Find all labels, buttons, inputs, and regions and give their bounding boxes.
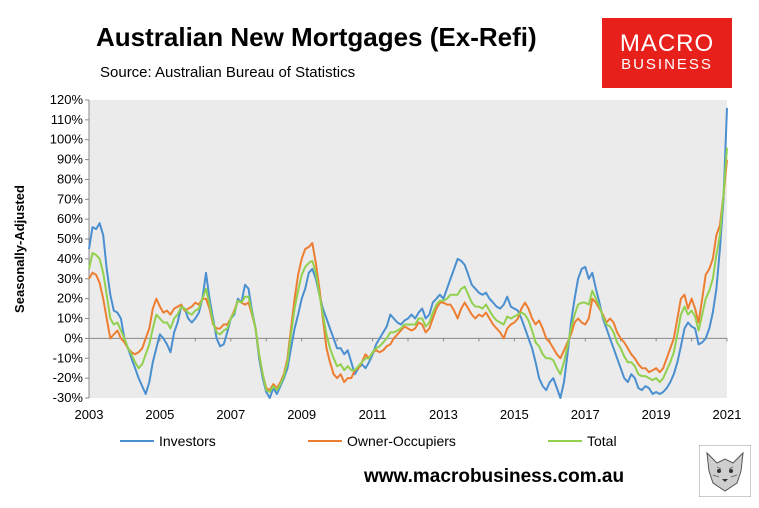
y-tick-label: 100%: [50, 132, 84, 147]
x-tick-label: 2007: [216, 407, 245, 422]
chart-title: Australian New Mortgages (Ex-Refi): [96, 22, 537, 52]
series-line-investors: [88, 107, 728, 399]
legend-label: Owner-Occupiers: [347, 433, 456, 449]
y-tick-label: 40%: [57, 251, 83, 266]
series-line-total: [88, 147, 728, 393]
x-tick-label: 2011: [359, 407, 387, 422]
x-tick-label: 2013: [429, 407, 458, 422]
series-line-owner-occupiers: [88, 159, 728, 392]
macrobusiness-logo: MACRO BUSINESS: [602, 18, 732, 88]
x-tick-label: 2021: [713, 407, 742, 422]
x-tick-label: 2019: [642, 407, 671, 422]
x-tick-label: 2009: [287, 407, 316, 422]
legend: Investors Owner-Occupiers Total: [120, 433, 617, 449]
y-tick-label: 80%: [57, 171, 83, 186]
y-tick-label: -20%: [53, 370, 84, 385]
x-axis: 2003 2005 2007 2009 2011 2013 2015 2017 2019 2021: [75, 338, 742, 422]
x-tick-label: 2005: [145, 407, 174, 422]
y-tick-label: 90%: [57, 152, 83, 167]
y-tick-label: 70%: [57, 191, 83, 206]
wolf-logo-icon: [699, 445, 751, 497]
legend-label: Total: [587, 433, 617, 449]
y-tick-label: 120%: [50, 92, 84, 107]
logo-line-macro: MACRO: [619, 30, 715, 57]
website-url: www.macrobusiness.com.au: [364, 466, 625, 487]
y-tick-label: 110%: [51, 112, 84, 127]
y-tick-label: -30%: [53, 390, 84, 405]
chart-source: Source: Australian Bureau of Statistics: [100, 64, 356, 81]
x-tick-label: 2015: [500, 407, 529, 422]
y-axis-label: Seasonally-Adjusted: [12, 185, 27, 313]
x-tick-label: 2017: [571, 407, 600, 422]
legend-label: Investors: [159, 433, 216, 449]
y-tick-label: -10%: [53, 350, 84, 365]
logo-line-business: BUSINESS: [621, 56, 713, 73]
y-tick-label: 30%: [57, 271, 83, 286]
y-tick-label: 20%: [57, 291, 83, 306]
y-axis: -30% -20% -10% 0% 10% 20% 30% 40% 50% 60% 70% 80% 90…: [50, 92, 90, 405]
y-tick-label: 10%: [57, 311, 83, 326]
y-tick-label: 60%: [57, 211, 83, 226]
x-tick-label: 2003: [75, 407, 104, 422]
y-tick-label: 50%: [57, 231, 83, 246]
series-layer: [88, 107, 728, 399]
y-tick-label: 0%: [64, 330, 83, 345]
